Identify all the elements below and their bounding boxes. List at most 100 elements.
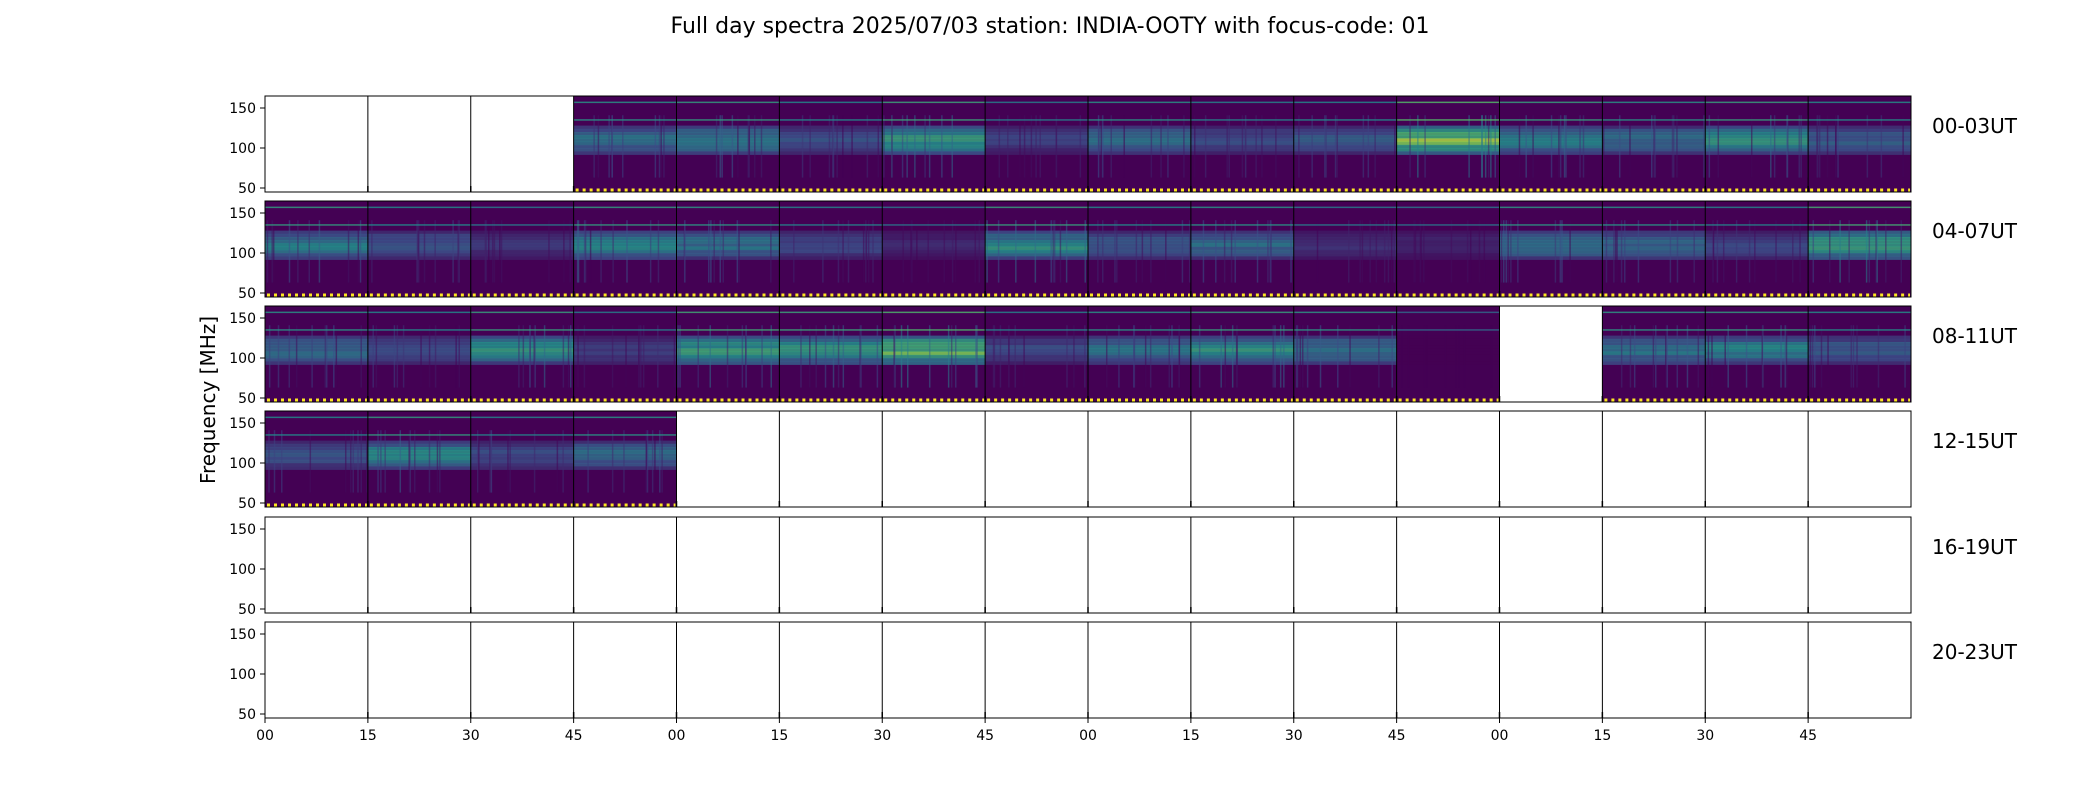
emission-band [367,447,471,451]
interference-streak [1463,325,1466,388]
emission-band [470,345,574,349]
emission-band [779,128,883,133]
interference-streak [567,325,570,388]
interference-streak [831,115,834,178]
interference-streak [485,220,487,283]
y-tick-label: 100 [229,246,256,262]
interference-streak [1275,115,1277,178]
rfi-line [265,311,368,314]
interference-streak [1784,325,1787,388]
x-tick-label: 15 [1593,728,1611,744]
interference-streak [1118,325,1120,388]
rfi-line [1396,119,1500,121]
interference-streak [1629,115,1631,178]
interference-streak [1629,325,1632,388]
emission-band [1808,125,1911,130]
interference-streak [842,115,844,178]
interference-streak [726,325,729,388]
interference-streak [1188,220,1191,283]
interference-streak [1469,220,1472,283]
interference-streak [993,325,996,388]
rfi-line [1602,329,1706,331]
interference-streak [1877,325,1880,388]
emission-band [676,148,780,152]
interference-streak [800,325,802,388]
row-label: 12-15UT [1932,429,2018,453]
interference-streak [277,325,280,388]
interference-streak [906,325,909,388]
interference-streak [587,430,589,493]
emission-band [1396,151,1500,155]
interference-streak [1800,115,1802,178]
interference-streak [1423,220,1425,283]
interference-streak [478,430,480,493]
emission-band [265,240,368,244]
interference-streak [1697,325,1700,388]
emission-band [1808,253,1911,257]
interference-streak [1654,115,1656,178]
interference-streak [1423,325,1426,388]
emission-band [573,138,677,143]
interference-streak [308,220,311,283]
interference-streak [1267,220,1269,283]
emission-band [1088,354,1191,359]
emission-band [573,345,677,349]
interference-streak [1458,325,1460,388]
rfi-line [573,101,677,104]
emission-band [1190,233,1294,238]
emission-band [779,348,883,353]
emission-band [1190,249,1294,254]
rfi-line [779,101,883,104]
emission-band [985,345,1088,349]
interference-streak [1101,115,1104,178]
emission-band [1705,132,1809,136]
emission-band [676,125,780,130]
interference-streak [851,115,853,178]
panel-border [264,410,1912,508]
interference-streak [1816,115,1818,178]
interference-streak [1008,325,1010,388]
interference-streak [1569,220,1571,283]
emission-band [1705,233,1809,238]
interference-streak [1837,115,1839,178]
emission-band [573,141,677,146]
emission-band [779,342,883,346]
emission-band [882,345,986,349]
emission-band [882,135,986,139]
spectrum-cell [1190,96,1294,192]
spectrum-cell [1395,96,1500,192]
interference-streak [1236,325,1238,388]
x-tick-label: 45 [1799,728,1817,744]
interference-streak [1367,115,1370,178]
spectrum-cell [572,201,677,297]
interference-streak [645,430,648,493]
interference-streak [1637,220,1640,283]
emission-band [676,237,780,241]
emission-band [1396,342,1500,346]
emission-band [470,463,574,467]
interference-streak [1676,220,1679,283]
emission-band [779,335,883,340]
interference-streak [1444,325,1447,388]
spectrum-cell [1807,306,1911,402]
interference-streak [375,325,378,388]
interference-streak [1378,325,1380,388]
interference-streak [1299,325,1302,388]
y-tick-label: 150 [229,416,256,432]
spectrum-cell [1498,96,1603,192]
emission-band [265,443,368,448]
emission-band [676,240,780,244]
emission-band [985,348,1088,353]
interference-streak [1097,115,1100,178]
interference-streak [1424,115,1426,178]
row-label: 04-07UT [1932,219,2018,243]
rfi-line [1808,311,1911,314]
y-tick-label: 100 [229,667,256,683]
interference-streak [1828,220,1831,283]
interference-streak [883,115,885,178]
interference-streak [1261,115,1263,178]
interference-streak [1745,325,1748,388]
interference-streak [1786,115,1788,178]
interference-streak [906,115,908,178]
spectrum-cell [265,306,368,402]
